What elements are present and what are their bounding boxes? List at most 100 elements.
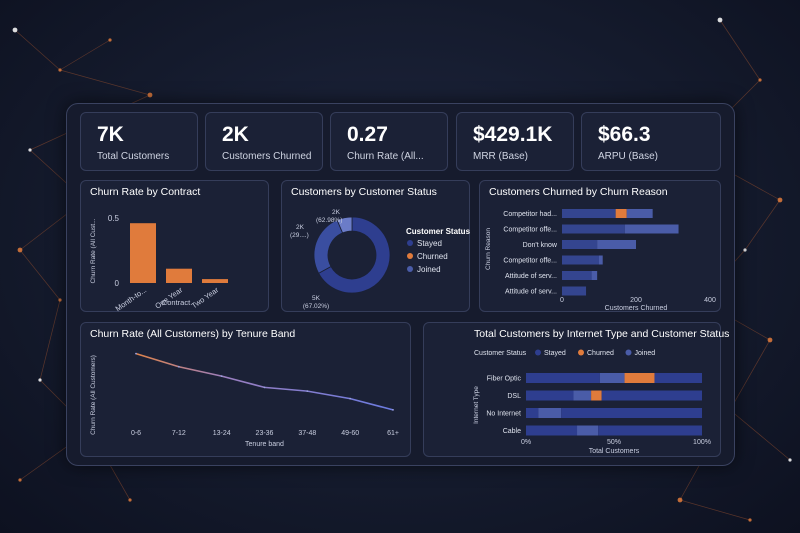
network-node bbox=[743, 248, 747, 252]
legend-entry: Joined bbox=[417, 265, 441, 274]
slice-label: (62.98%) bbox=[316, 217, 342, 224]
slice-label: 5K bbox=[312, 295, 321, 302]
network-link bbox=[19, 249, 61, 301]
bar-segment bbox=[577, 425, 599, 436]
kpi-total-customers[interactable]: 7K Total Customers bbox=[80, 112, 198, 171]
network-link bbox=[59, 69, 151, 96]
x-axis-label: Contract bbox=[162, 298, 191, 307]
x-tick-label: 0 bbox=[560, 297, 564, 304]
network-node bbox=[58, 68, 62, 72]
x-tick-label: 23-36 bbox=[256, 430, 274, 437]
slice-label: (67.02%) bbox=[303, 303, 329, 310]
slice-churned bbox=[313, 219, 344, 274]
bar-segment bbox=[591, 390, 602, 401]
bar-segment bbox=[526, 408, 539, 418]
kpi-mrr[interactable]: $429.1K MRR (Base) bbox=[456, 112, 574, 171]
data-point bbox=[306, 390, 309, 393]
kpi-churn-rate[interactable]: 0.27 Churn Rate (All... bbox=[330, 112, 448, 171]
network-node bbox=[788, 458, 792, 462]
kpi-label: Churn Rate (All... bbox=[347, 151, 424, 162]
bar-segment bbox=[654, 373, 702, 383]
x-tick-label: 49-60 bbox=[341, 430, 359, 437]
card-churn-reason[interactable]: Customers Churned by Churn Reason Compet… bbox=[479, 180, 721, 312]
kpi-label: Customers Churned bbox=[222, 151, 312, 162]
chart-churn-reason: Competitor had... Competitor offe... Don't… bbox=[485, 209, 716, 312]
x-tick-label: Month-to... bbox=[114, 285, 149, 313]
network-node bbox=[777, 197, 783, 203]
y-tick-label: 0 bbox=[115, 279, 120, 288]
network-link bbox=[14, 29, 61, 71]
bar-segment bbox=[573, 390, 592, 401]
y-axis-label: Churn Rate (All Customers) bbox=[90, 355, 97, 435]
y-tick-label: Competitor offe... bbox=[503, 258, 557, 265]
x-tick-label: Two Year bbox=[190, 285, 221, 310]
network-link bbox=[59, 39, 111, 71]
network-link bbox=[719, 19, 761, 81]
y-tick-label: Attitude of serv... bbox=[505, 273, 557, 280]
network-node bbox=[758, 78, 762, 82]
card-customer-status[interactable]: Customers by Customer Status 5K (67.02%) 2… bbox=[281, 180, 471, 312]
kpi-value: 0.27 bbox=[347, 123, 388, 146]
slice-label: 2K bbox=[296, 224, 305, 231]
chart-title: Total Customers by Internet Type and Cus… bbox=[474, 328, 730, 340]
y-tick-label: Cable bbox=[503, 428, 521, 435]
legend-entry: Churned bbox=[417, 252, 448, 261]
bar-segment bbox=[624, 373, 655, 383]
slice-stayed bbox=[318, 216, 391, 294]
data-point bbox=[349, 397, 352, 400]
card-churn-by-contract[interactable]: Churn Rate by Contract 0 0.5 Churn Rate (A… bbox=[80, 180, 269, 313]
network-node bbox=[58, 298, 62, 302]
legend-swatch bbox=[407, 253, 413, 259]
y-tick-label: 0.5 bbox=[108, 214, 120, 223]
chart-title: Customers by Customer Status bbox=[291, 186, 437, 198]
kpi-customers-churned[interactable]: 2K Customers Churned bbox=[205, 112, 323, 171]
x-tick-label: 100% bbox=[693, 439, 711, 446]
network-link bbox=[679, 499, 751, 521]
card-tenure-band[interactable]: Churn Rate (All Customers) by Tenure Ban… bbox=[80, 322, 411, 457]
y-tick-label: Attitude of serv... bbox=[505, 289, 557, 296]
network-node bbox=[128, 498, 132, 502]
data-point bbox=[135, 352, 137, 355]
network-node bbox=[108, 38, 112, 42]
bar-segment bbox=[562, 224, 625, 234]
kpi-label: ARPU (Base) bbox=[598, 151, 659, 162]
legend-entry: Stayed bbox=[417, 239, 442, 248]
y-tick-label: Competitor offe... bbox=[503, 227, 557, 234]
legend-entry: Joined bbox=[635, 350, 656, 357]
data-point bbox=[177, 365, 180, 368]
x-tick-label: 0-6 bbox=[131, 430, 141, 437]
data-point bbox=[392, 408, 394, 411]
y-tick-label: DSL bbox=[507, 393, 521, 400]
legend-entry: Churned bbox=[587, 350, 614, 357]
legend-swatch bbox=[578, 349, 584, 356]
chart-title: Churn Rate by Contract bbox=[90, 186, 201, 198]
slice-label: (29....) bbox=[290, 232, 309, 239]
x-tick-label: 7-12 bbox=[172, 430, 186, 437]
y-tick-label: Competitor had... bbox=[503, 211, 557, 218]
bar-segment bbox=[624, 224, 679, 234]
card-internet-type[interactable]: Total Customers by Internet Type and Cus… bbox=[423, 322, 729, 457]
network-link bbox=[744, 199, 781, 251]
legend-entry: Stayed bbox=[544, 350, 566, 357]
series-line bbox=[135, 352, 394, 411]
legend-swatch bbox=[407, 266, 413, 272]
bar-segment bbox=[526, 390, 574, 401]
network-link bbox=[39, 299, 61, 381]
kpi-arpu[interactable]: $66.3 ARPU (Base) bbox=[581, 112, 721, 171]
network-node bbox=[748, 518, 752, 522]
bar-segment bbox=[599, 373, 625, 383]
network-node bbox=[767, 337, 773, 343]
x-tick-label: 61+ bbox=[387, 430, 399, 437]
x-tick-label: 50% bbox=[607, 439, 621, 446]
chart-title: Churn Rate (All Customers) by Tenure Ban… bbox=[90, 328, 296, 340]
y-axis-label: Churn Reason bbox=[485, 228, 492, 270]
bar-segment bbox=[598, 425, 702, 436]
x-tick-label: 0% bbox=[521, 439, 531, 446]
dashboard-panel: 7K Total Customers 2K Customers Churned … bbox=[66, 103, 735, 466]
kpi-value: $429.1K bbox=[473, 123, 553, 146]
bar-2 bbox=[202, 279, 228, 283]
network-node bbox=[147, 92, 153, 98]
bar-segment bbox=[562, 209, 616, 218]
bar-segment bbox=[615, 209, 627, 218]
